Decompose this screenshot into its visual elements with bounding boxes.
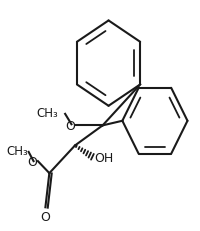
Text: O: O xyxy=(40,210,50,223)
Text: CH₃: CH₃ xyxy=(36,107,58,120)
Text: CH₃: CH₃ xyxy=(6,145,28,158)
Text: OH: OH xyxy=(94,152,113,164)
Text: O: O xyxy=(65,119,75,132)
Text: O: O xyxy=(27,155,37,168)
